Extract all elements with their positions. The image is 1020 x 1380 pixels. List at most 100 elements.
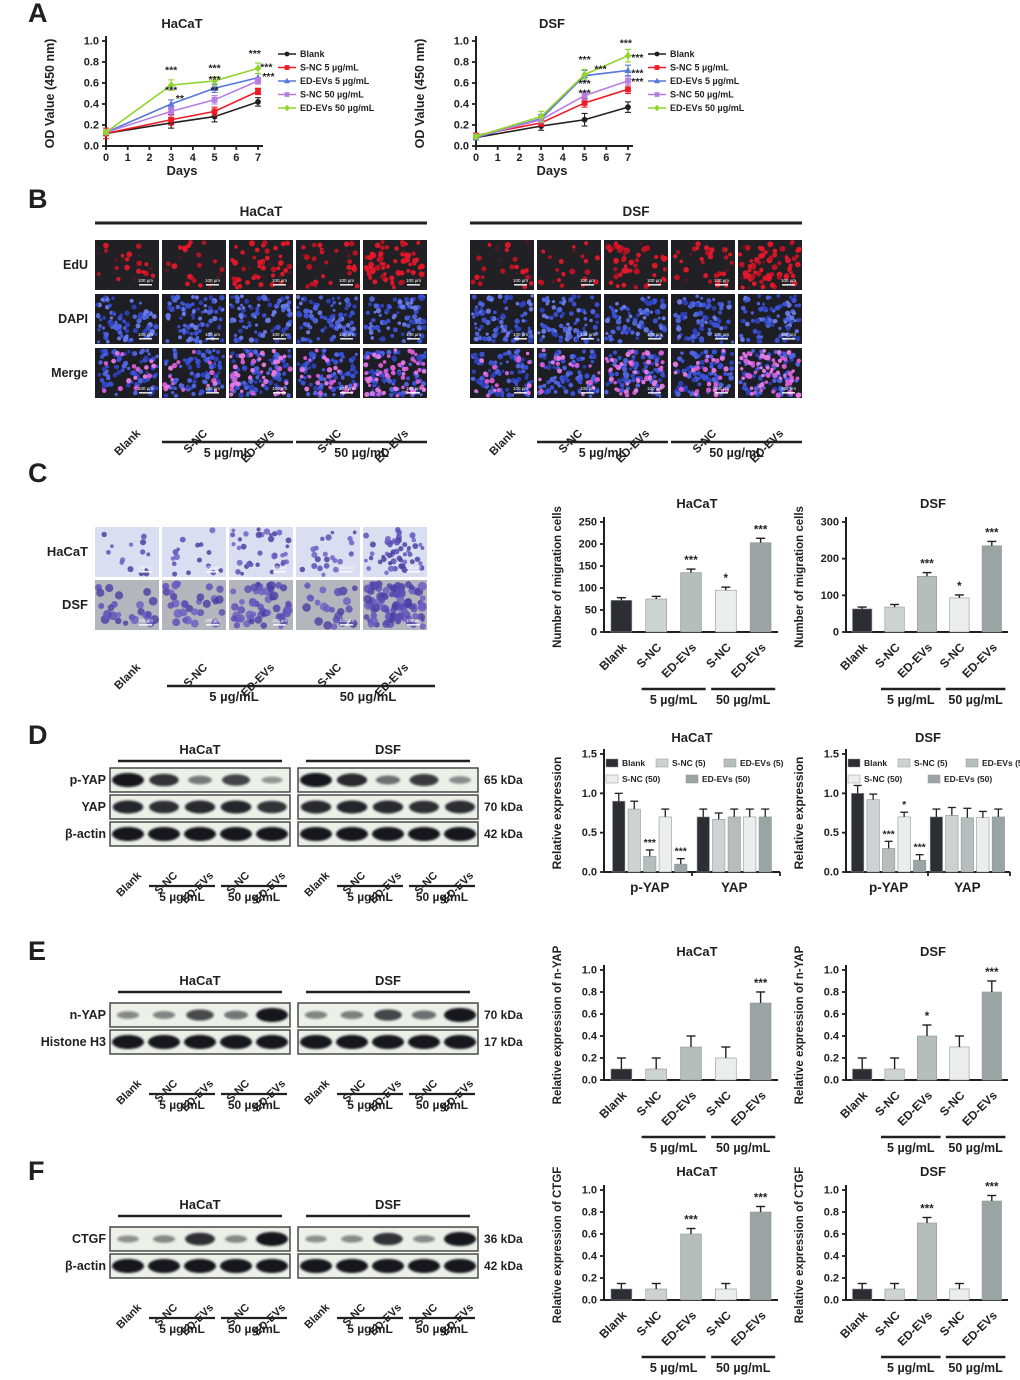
svg-text:17 kDa: 17 kDa — [484, 1035, 523, 1049]
svg-text:DSF: DSF — [920, 944, 946, 959]
svg-text:Relative expression: Relative expression — [550, 757, 564, 870]
panel-a-label: A — [28, 0, 48, 28]
svg-text:Blank: Blank — [114, 1301, 144, 1331]
svg-text:*: * — [957, 581, 962, 593]
svg-text:100 µm: 100 µm — [781, 278, 796, 283]
svg-text:7: 7 — [625, 152, 631, 164]
svg-text:5 µg/mL: 5 µg/mL — [347, 890, 393, 904]
svg-text:0.5: 0.5 — [582, 827, 597, 839]
svg-text:***: *** — [985, 527, 999, 539]
svg-text:***: *** — [631, 52, 644, 64]
svg-text:0.0: 0.0 — [824, 1295, 839, 1307]
svg-text:***: *** — [578, 54, 591, 66]
svg-text:Days: Days — [166, 163, 197, 178]
svg-text:42 kDa: 42 kDa — [484, 827, 523, 841]
svg-text:65 kDa: 65 kDa — [484, 773, 523, 787]
svg-text:ED-EVs: ED-EVs — [659, 640, 700, 681]
d_hacat-svg: HaCaT Relative expression 0.0 0.5 1.0 1.5 *** *… — [550, 730, 784, 895]
svg-text:200: 200 — [821, 553, 839, 565]
svg-text:Blank: Blank — [302, 1077, 332, 1107]
svg-text:50 µg/mL: 50 µg/mL — [716, 1141, 771, 1155]
e_hacat-svg: HaCaT Relative expression of n-YAP 0.0 0.2 0… — [552, 944, 778, 1155]
svg-text:100 µm: 100 µm — [406, 618, 421, 623]
svg-text:0: 0 — [103, 152, 109, 164]
svg-text:100 µm: 100 µm — [205, 386, 220, 391]
svg-text:0.6: 0.6 — [582, 1229, 597, 1241]
svg-text:ED-EVs: ED-EVs — [659, 1308, 700, 1349]
svg-text:ED-EVs: ED-EVs — [959, 640, 1000, 681]
svg-text:100 µm: 100 µm — [138, 386, 153, 391]
svg-text:S-NC (5): S-NC (5) — [672, 758, 706, 768]
svg-text:DSF: DSF — [539, 16, 565, 31]
svg-text:0.8: 0.8 — [582, 987, 597, 999]
svg-text:100 µm: 100 µm — [714, 278, 729, 283]
svg-text:200: 200 — [579, 539, 597, 551]
svg-text:0.4: 0.4 — [582, 1031, 598, 1043]
svg-text:100 µm: 100 µm — [781, 332, 796, 337]
svg-text:YAP: YAP — [954, 880, 981, 895]
svg-text:ED-EVs: ED-EVs — [728, 1308, 769, 1349]
svg-text:***: *** — [985, 967, 999, 979]
svg-text:100 µm: 100 µm — [205, 278, 220, 283]
svg-text:100 µm: 100 µm — [714, 386, 729, 391]
svg-text:36 kDa: 36 kDa — [484, 1232, 523, 1246]
svg-text:S-NC (5): S-NC (5) — [914, 758, 948, 768]
svg-text:HaCaT: HaCaT — [676, 496, 717, 511]
svg-text:S-NC: S-NC — [634, 1088, 665, 1119]
svg-text:1.0: 1.0 — [454, 36, 469, 48]
svg-text:Relative expression of n-YAP: Relative expression of n-YAP — [552, 945, 564, 1104]
svg-text:S-NC: S-NC — [634, 640, 665, 671]
svg-text:***: *** — [620, 37, 633, 49]
svg-text:DSF: DSF — [915, 730, 941, 745]
svg-text:HaCaT: HaCaT — [676, 944, 717, 959]
svg-text:***: *** — [754, 524, 768, 536]
svg-text:1.5: 1.5 — [824, 749, 839, 761]
svg-text:Blank: Blank — [622, 758, 645, 768]
svg-text:***: *** — [208, 62, 221, 74]
svg-text:100 µm: 100 µm — [714, 332, 729, 337]
svg-text:50: 50 — [585, 605, 597, 617]
svg-text:***: *** — [208, 74, 221, 86]
svg-text:100 µm: 100 µm — [339, 386, 354, 391]
svg-text:HaCaT: HaCaT — [179, 742, 220, 757]
svg-text:5 µg/mL: 5 µg/mL — [209, 689, 258, 704]
svg-text:1.0: 1.0 — [824, 1185, 839, 1197]
svg-text:100 µm: 100 µm — [339, 332, 354, 337]
svg-text:DSF: DSF — [375, 1197, 401, 1212]
chart-a-hacat: HaCaT OD Value (450 nm) Days 0.0 0.2 0.4 0.6 0.… — [40, 8, 440, 180]
svg-text:CTGF: CTGF — [72, 1232, 106, 1246]
chart-a-dsf: DSF OD Value (450 nm) Days 0.0 0.2 0.4 0.6 0.8 1… — [410, 8, 810, 180]
svg-text:70 kDa: 70 kDa — [484, 1008, 523, 1022]
svg-text:ED-EVs: ED-EVs — [895, 1088, 936, 1129]
svg-text:100 µm: 100 µm — [513, 332, 528, 337]
svg-text:0.0: 0.0 — [582, 867, 597, 879]
svg-text:**: ** — [176, 93, 185, 105]
svg-text:ED-EVs: ED-EVs — [959, 1088, 1000, 1129]
svg-text:DSF: DSF — [920, 496, 946, 511]
svg-text:50 µg/mL: 50 µg/mL — [228, 1322, 280, 1336]
svg-text:100 µm: 100 µm — [406, 386, 421, 391]
svg-text:p-YAP: p-YAP — [630, 880, 669, 895]
a_dsf-svg: DSF OD Value (450 nm) Days 0.0 0.2 0.4 0.6 0.8 1… — [413, 16, 745, 178]
svg-text:0.8: 0.8 — [582, 1207, 597, 1219]
svg-text:0.4: 0.4 — [824, 1031, 840, 1043]
svg-text:2: 2 — [516, 152, 522, 164]
panel-b-images: HaCaT 100 µm 100 µm 100 µm Blank 100 µm 100 µm… — [40, 196, 820, 465]
svg-text:0.6: 0.6 — [454, 78, 469, 90]
svg-text:Number of migration cells: Number of migration cells — [552, 506, 564, 648]
svg-text:*: * — [724, 573, 729, 585]
svg-text:0.6: 0.6 — [582, 1009, 597, 1021]
svg-text:5 µg/mL: 5 µg/mL — [159, 890, 205, 904]
svg-text:Merge: Merge — [51, 366, 88, 380]
svg-text:HaCaT: HaCaT — [179, 973, 220, 988]
svg-text:0.8: 0.8 — [454, 57, 469, 69]
svg-text:100 µm: 100 µm — [339, 278, 354, 283]
panel-b-label: B — [28, 184, 48, 214]
svg-text:0.4: 0.4 — [454, 99, 470, 111]
svg-text:β-actin: β-actin — [65, 827, 106, 841]
svg-text:***: *** — [165, 65, 178, 77]
svg-text:50 µg/mL: 50 µg/mL — [948, 693, 1003, 707]
svg-text:***: *** — [249, 48, 262, 60]
